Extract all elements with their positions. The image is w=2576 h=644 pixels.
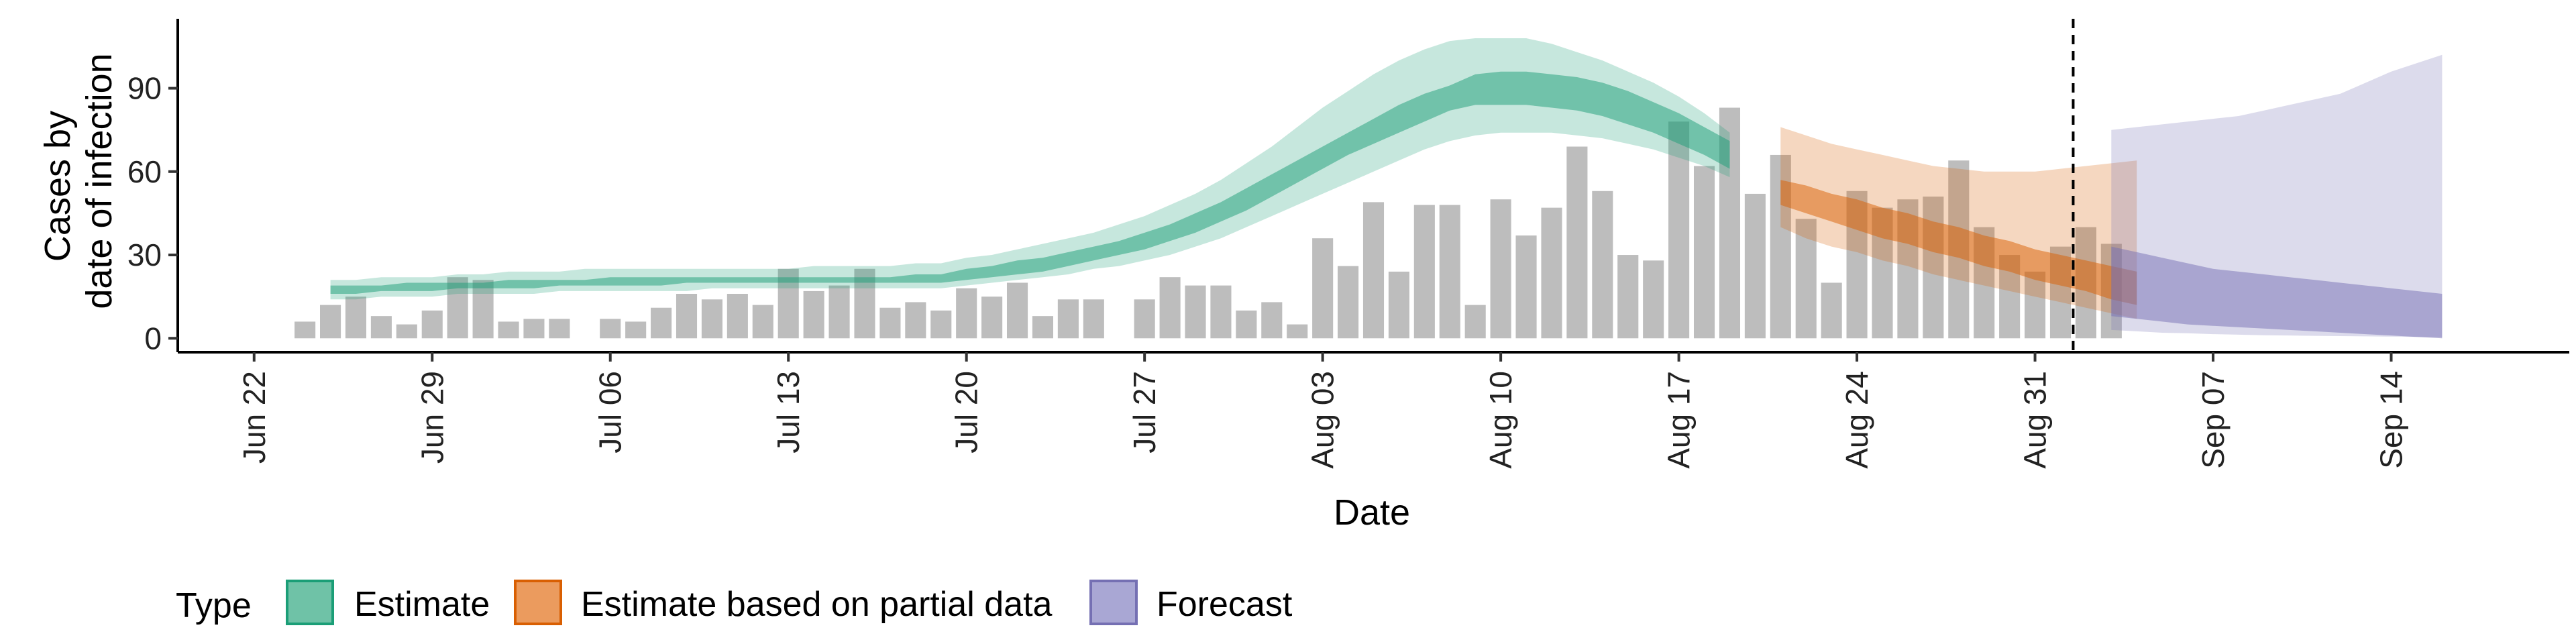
case-bar bbox=[1057, 299, 1079, 339]
legend-label-partial: Estimate based on partial data bbox=[581, 585, 1053, 624]
case-bar bbox=[1464, 305, 1486, 339]
x-tick-label: Sep 14 bbox=[2374, 371, 2409, 469]
case-bar bbox=[1261, 302, 1283, 339]
case-bar bbox=[396, 324, 417, 339]
case-bar bbox=[1006, 282, 1028, 339]
case-bar bbox=[1821, 282, 1842, 339]
case-bar bbox=[905, 302, 926, 339]
x-tick-label: Aug 10 bbox=[1483, 371, 1518, 469]
legend-label-forecast: Forecast bbox=[1157, 585, 1293, 624]
x-tick-label: Jun 22 bbox=[237, 371, 272, 464]
case-bar bbox=[1693, 166, 1715, 339]
x-tick-label: Aug 24 bbox=[1839, 371, 1874, 469]
case-bar bbox=[1338, 266, 1359, 339]
x-tick-label: Jul 20 bbox=[949, 371, 984, 453]
case-bar bbox=[320, 305, 341, 339]
estimate-outer-band bbox=[330, 38, 1730, 300]
legend-key-forecast[interactable] bbox=[1089, 580, 1138, 625]
case-bar bbox=[1668, 121, 1690, 339]
x-tick-label: Jul 13 bbox=[771, 371, 806, 453]
case-bar bbox=[1617, 255, 1639, 339]
case-bar bbox=[981, 297, 1003, 339]
case-bar bbox=[345, 297, 367, 339]
case-bar bbox=[421, 310, 443, 339]
case-bar bbox=[701, 299, 722, 339]
case-bar bbox=[600, 319, 621, 339]
x-tick-label: Aug 17 bbox=[1662, 371, 1697, 469]
case-bar bbox=[1083, 299, 1104, 339]
x-tick-label: Aug 31 bbox=[2018, 371, 2053, 469]
legend-key-estimate[interactable] bbox=[286, 580, 334, 625]
axes bbox=[176, 19, 2569, 354]
y-axis-title-line-2: date of infection bbox=[79, 53, 119, 309]
case-bar bbox=[1185, 285, 1206, 339]
case-bar bbox=[625, 321, 647, 339]
legend-title: Type bbox=[176, 586, 252, 625]
case-bar bbox=[1592, 191, 1613, 339]
case-bar bbox=[956, 288, 977, 339]
case-bar bbox=[1236, 310, 1257, 339]
x-axis-title: Date bbox=[1334, 492, 1410, 533]
case-bar bbox=[803, 290, 824, 339]
legend-label-estimate: Estimate bbox=[354, 585, 490, 624]
case-bar bbox=[1388, 271, 1409, 339]
case-bar bbox=[1490, 199, 1511, 339]
case-bar bbox=[727, 294, 748, 339]
y-tick-labels: 0 30 60 90 bbox=[127, 71, 178, 356]
estimate-inner-band bbox=[330, 71, 1730, 294]
case-bar bbox=[1159, 277, 1181, 339]
case-bar bbox=[828, 285, 850, 339]
case-bar bbox=[752, 305, 773, 339]
case-bar bbox=[1134, 299, 1155, 339]
estimate-ribbons bbox=[330, 38, 2443, 339]
case-bar bbox=[1795, 219, 1817, 339]
case-bar bbox=[549, 319, 570, 339]
case-bar bbox=[1362, 202, 1385, 339]
case-bar bbox=[1515, 235, 1537, 339]
legend: Type Estimate Estimate based on partial … bbox=[176, 580, 1293, 625]
x-tick-labels: Jun 22 Jun 29 Jul 06 Jul 13 Jul 20 Jul 27 Aug … bbox=[237, 352, 2409, 469]
case-bar bbox=[472, 280, 494, 339]
case-bar bbox=[676, 294, 698, 339]
case-bars bbox=[294, 107, 2122, 339]
y-axis-title: Cases by date of infection bbox=[38, 53, 119, 309]
case-bar bbox=[879, 307, 901, 339]
x-tick-label: Sep 07 bbox=[2196, 371, 2231, 469]
partial-inner-band bbox=[1780, 180, 2137, 305]
x-tick-label: Jul 27 bbox=[1127, 371, 1162, 453]
case-bar bbox=[930, 310, 952, 339]
y-axis-title-line-1: Cases by bbox=[38, 111, 78, 262]
y-tick-label: 0 bbox=[144, 321, 162, 356]
case-bar bbox=[498, 321, 519, 339]
case-bar bbox=[1744, 193, 1766, 339]
case-bar bbox=[2025, 271, 2046, 339]
case-bar bbox=[1032, 316, 1054, 339]
y-tick-label: 30 bbox=[127, 237, 162, 272]
y-tick-label: 90 bbox=[127, 71, 162, 106]
case-bar bbox=[1566, 146, 1588, 339]
x-tick-label: Aug 03 bbox=[1305, 371, 1340, 469]
y-tick-label: 60 bbox=[127, 154, 162, 189]
x-tick-label: Jul 06 bbox=[593, 371, 628, 453]
forecast-inner-band bbox=[2111, 246, 2443, 339]
case-bar bbox=[1541, 207, 1562, 339]
case-bar bbox=[1413, 205, 1435, 339]
case-bar bbox=[1439, 205, 1460, 339]
x-tick-label: Jun 29 bbox=[415, 371, 449, 464]
case-bar bbox=[1287, 324, 1308, 339]
case-bar bbox=[523, 319, 545, 339]
case-bar bbox=[294, 321, 316, 339]
case-bar bbox=[1210, 285, 1232, 339]
case-bar bbox=[651, 307, 672, 339]
case-bar bbox=[370, 316, 392, 339]
legend-key-partial[interactable] bbox=[514, 580, 562, 625]
case-bar bbox=[1312, 238, 1334, 339]
case-bar bbox=[1643, 260, 1664, 339]
